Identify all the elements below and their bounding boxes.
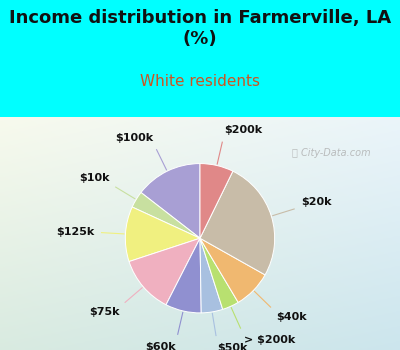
Wedge shape	[166, 238, 201, 313]
Text: $20k: $20k	[301, 197, 332, 207]
Text: $75k: $75k	[89, 307, 120, 317]
Wedge shape	[200, 171, 275, 275]
Wedge shape	[200, 238, 238, 309]
Text: $50k: $50k	[217, 343, 248, 350]
Wedge shape	[132, 193, 200, 238]
Text: $200k: $200k	[224, 125, 262, 135]
Text: $60k: $60k	[146, 342, 176, 350]
Text: $100k: $100k	[115, 133, 153, 143]
Text: Income distribution in Farmerville, LA
(%): Income distribution in Farmerville, LA (…	[9, 9, 391, 48]
Text: ⓘ City-Data.com: ⓘ City-Data.com	[292, 147, 371, 158]
Wedge shape	[125, 207, 200, 261]
Text: $40k: $40k	[276, 312, 306, 322]
Text: $125k: $125k	[56, 227, 94, 237]
Wedge shape	[200, 238, 265, 302]
Wedge shape	[129, 238, 200, 305]
Text: White residents: White residents	[140, 74, 260, 89]
Wedge shape	[141, 163, 200, 238]
Text: > $200k: > $200k	[244, 335, 295, 345]
Wedge shape	[200, 163, 233, 238]
Wedge shape	[200, 238, 223, 313]
Text: $10k: $10k	[79, 173, 109, 183]
